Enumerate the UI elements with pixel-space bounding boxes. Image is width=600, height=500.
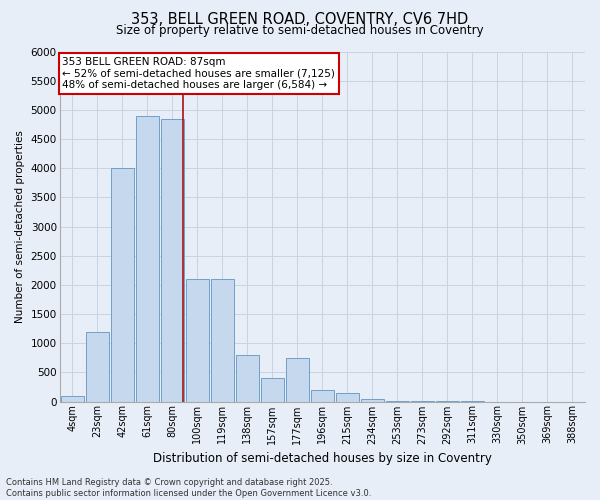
Bar: [136, 116, 158, 402]
Bar: [311, 390, 334, 402]
Bar: [286, 358, 309, 402]
Bar: [110, 168, 134, 402]
Bar: [161, 118, 184, 402]
Bar: [386, 401, 409, 402]
Text: 353 BELL GREEN ROAD: 87sqm
← 52% of semi-detached houses are smaller (7,125)
48%: 353 BELL GREEN ROAD: 87sqm ← 52% of semi…: [62, 57, 335, 90]
Y-axis label: Number of semi-detached properties: Number of semi-detached properties: [15, 130, 25, 323]
Bar: [185, 279, 209, 402]
Text: Contains HM Land Registry data © Crown copyright and database right 2025.
Contai: Contains HM Land Registry data © Crown c…: [6, 478, 371, 498]
Text: 353, BELL GREEN ROAD, COVENTRY, CV6 7HD: 353, BELL GREEN ROAD, COVENTRY, CV6 7HD: [131, 12, 469, 28]
X-axis label: Distribution of semi-detached houses by size in Coventry: Distribution of semi-detached houses by …: [153, 452, 492, 465]
Bar: [61, 396, 83, 402]
Bar: [261, 378, 284, 402]
Bar: [336, 393, 359, 402]
Text: Size of property relative to semi-detached houses in Coventry: Size of property relative to semi-detach…: [116, 24, 484, 37]
Bar: [211, 279, 234, 402]
Bar: [361, 398, 384, 402]
Bar: [86, 332, 109, 402]
Bar: [236, 355, 259, 402]
